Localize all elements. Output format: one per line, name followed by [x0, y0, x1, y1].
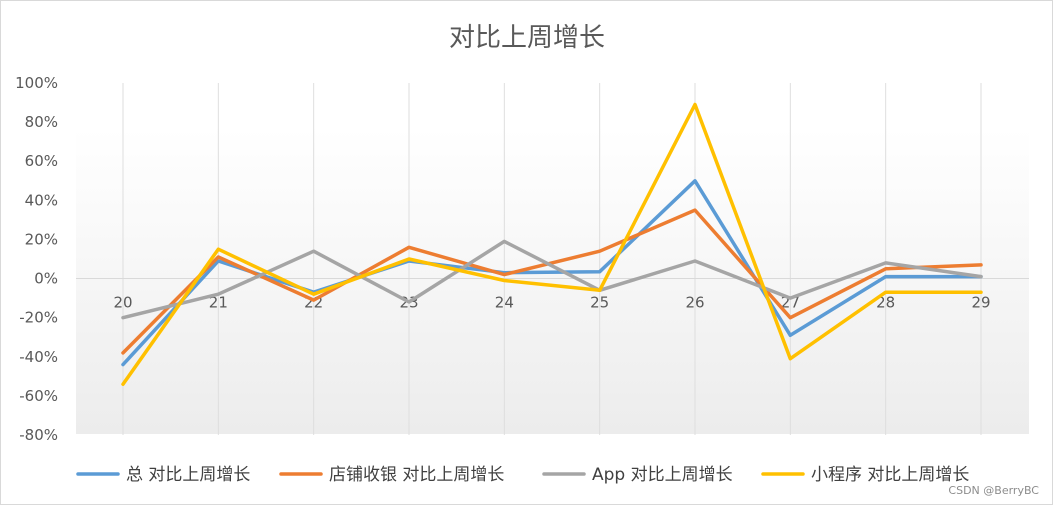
y-tick-label: -40%	[19, 348, 58, 366]
y-tick-label: -60%	[19, 387, 58, 405]
legend: 总 对比上周增长 店铺收银 对比上周增长 App 对比上周增长 小程序 对比上周增长	[76, 465, 969, 485]
y-tick-label: -20%	[19, 309, 58, 327]
x-tick-label: 21	[209, 294, 228, 312]
y-tick-label: 80%	[25, 113, 58, 131]
series-line-2	[121, 208, 983, 355]
x-tick-label: 29	[971, 294, 990, 312]
legend-label: App 对比上周增长	[592, 465, 733, 485]
y-tick-label: 40%	[25, 191, 58, 209]
x-tick-label: 26	[685, 294, 704, 312]
legend-label: 店铺收银 对比上周增长	[329, 465, 504, 485]
y-axis-ticks: 100% 80% 60% 40% 20% 0% -20% -40% -60% -80%	[15, 74, 58, 444]
legend-label: 总 对比上周增长	[126, 465, 250, 485]
series-line-1	[121, 179, 983, 367]
chart-title: 对比上周增长	[449, 23, 605, 53]
x-tick-label: 25	[590, 294, 609, 312]
y-tick-label: 0%	[34, 270, 58, 288]
plot-area	[76, 128, 1029, 434]
y-tick-label: 20%	[25, 230, 58, 248]
y-tick-label: 100%	[15, 74, 58, 92]
watermark: CSDN @BerryBC	[948, 484, 1039, 497]
series-line-4	[121, 102, 983, 386]
series-lines	[121, 102, 983, 386]
y-tick-label: -80%	[19, 426, 58, 444]
y-tick-label: 60%	[25, 152, 58, 170]
x-tick-label: 20	[113, 294, 132, 312]
x-tick-label: 24	[495, 294, 514, 312]
x-tick-label: 28	[876, 294, 895, 312]
legend-label: 小程序 对比上周增长	[811, 465, 969, 485]
